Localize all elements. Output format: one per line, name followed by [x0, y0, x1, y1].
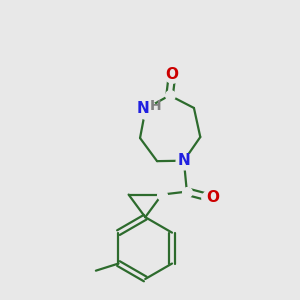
Text: O: O: [166, 67, 178, 82]
Text: O: O: [206, 190, 219, 205]
Text: N: N: [136, 101, 149, 116]
Text: N: N: [178, 153, 190, 168]
Text: H: H: [150, 99, 161, 113]
